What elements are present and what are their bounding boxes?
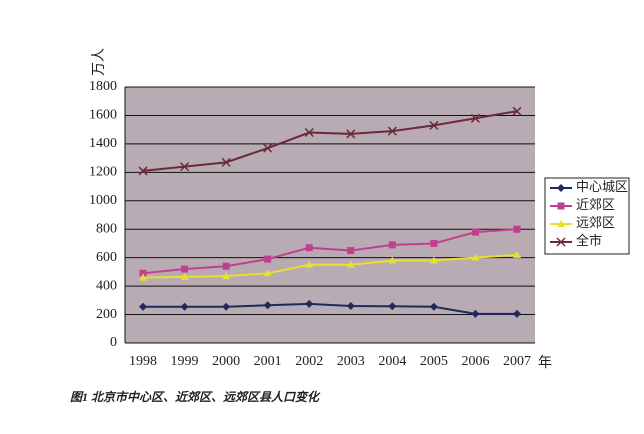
marker	[471, 253, 480, 261]
x-tick-label: 2004	[378, 354, 406, 369]
marker	[138, 166, 148, 176]
x-tick-label: 2000	[212, 354, 240, 369]
y-tick-label: 1400	[89, 136, 117, 151]
legend-label: 全市	[576, 233, 602, 248]
marker	[346, 302, 355, 311]
series-line	[143, 302, 517, 315]
marker	[388, 241, 396, 249]
marker	[346, 260, 355, 268]
marker	[263, 143, 273, 153]
marker	[388, 256, 397, 264]
y-tick-label: 1200	[89, 165, 117, 180]
marker	[429, 302, 438, 311]
marker	[263, 269, 272, 277]
y-tick-label: 200	[96, 307, 117, 322]
marker	[513, 309, 521, 318]
marker	[388, 302, 397, 311]
marker	[304, 127, 314, 138]
marker	[557, 184, 565, 192]
legend-label: 近郊区	[576, 197, 615, 212]
series-line	[142, 110, 518, 172]
marker	[305, 299, 314, 308]
marker	[222, 302, 231, 311]
marker	[180, 162, 190, 172]
y-tick-label: 1600	[89, 108, 117, 123]
marker	[512, 106, 522, 116]
series-line	[142, 253, 518, 279]
x-tick-label: 1998	[129, 354, 157, 369]
marker	[180, 302, 189, 311]
marker	[513, 250, 521, 258]
x-tick-label: 1999	[171, 354, 199, 369]
marker	[471, 228, 479, 236]
marker	[139, 269, 147, 277]
marker	[513, 225, 521, 233]
series-line	[142, 228, 518, 275]
y-tick-label: 1800	[89, 79, 117, 94]
y-tick-label: 1000	[89, 193, 117, 208]
marker	[557, 202, 565, 210]
marker	[222, 262, 230, 270]
marker	[556, 237, 566, 247]
caption: 图1 北京市中心区、近郊区、远郊区县人口变化	[70, 390, 321, 404]
marker	[346, 129, 356, 139]
legend-label: 中心城区	[576, 179, 628, 194]
x-tick-label: 2003	[337, 354, 365, 369]
marker	[221, 157, 231, 167]
y-tick-label: 600	[96, 250, 117, 265]
y-tick-label: 0	[110, 335, 117, 350]
marker	[139, 302, 147, 311]
marker	[181, 265, 189, 273]
marker	[471, 309, 480, 318]
marker	[430, 239, 438, 247]
y-axis-label: 万人	[91, 48, 107, 76]
marker	[305, 260, 314, 268]
marker	[429, 120, 439, 130]
marker	[139, 273, 147, 281]
legend-label: 远郊区	[576, 215, 615, 230]
x-tick-label: 2002	[295, 354, 323, 369]
x-tick-label: 2001	[254, 354, 282, 369]
marker	[222, 272, 231, 280]
x-tick-label: 2005	[420, 354, 448, 369]
marker	[180, 272, 189, 280]
marker	[263, 301, 272, 310]
plot-area	[125, 87, 535, 343]
marker	[264, 255, 272, 263]
marker	[470, 113, 480, 123]
marker	[347, 247, 355, 255]
marker	[305, 244, 313, 252]
marker	[429, 256, 438, 264]
x-tick-label: 2007	[503, 354, 531, 369]
y-tick-label: 400	[96, 278, 117, 293]
marker	[557, 220, 565, 227]
y-tick-label: 800	[96, 221, 117, 236]
marker	[387, 126, 397, 136]
x-axis-label: 年	[538, 355, 552, 371]
x-tick-label: 2006	[461, 354, 489, 369]
